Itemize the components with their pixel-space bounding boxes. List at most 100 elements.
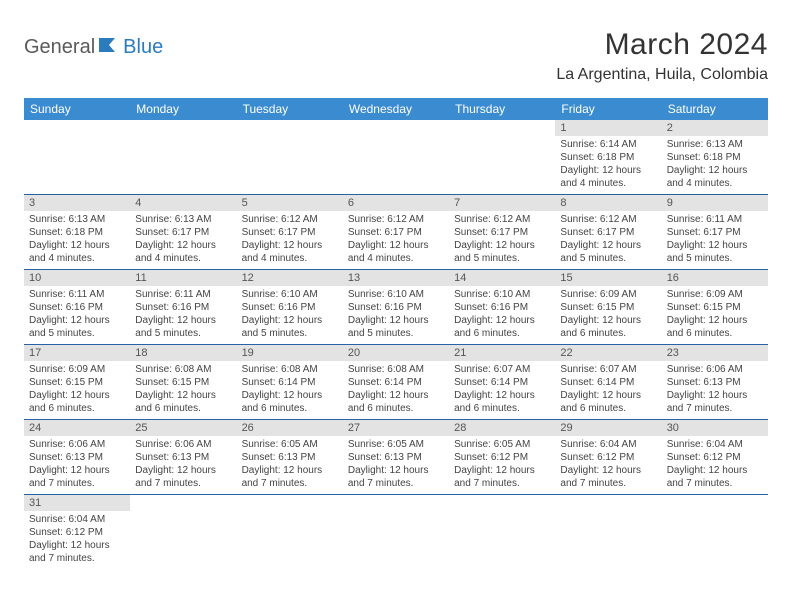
- calendar-cell: 15Sunrise: 6:09 AMSunset: 6:15 PMDayligh…: [555, 270, 661, 345]
- calendar-cell: 14Sunrise: 6:10 AMSunset: 6:16 PMDayligh…: [449, 270, 555, 345]
- day-content: Sunrise: 6:14 AMSunset: 6:18 PMDaylight:…: [555, 136, 661, 194]
- day-content: Sunrise: 6:12 AMSunset: 6:17 PMDaylight:…: [343, 211, 449, 269]
- calendar-cell: 12Sunrise: 6:10 AMSunset: 6:16 PMDayligh…: [237, 270, 343, 345]
- calendar-cell: 11Sunrise: 6:11 AMSunset: 6:16 PMDayligh…: [130, 270, 236, 345]
- sunrise-text: Sunrise: 6:04 AM: [560, 438, 656, 451]
- day-header: Monday: [130, 98, 236, 120]
- sunrise-text: Sunrise: 6:12 AM: [560, 213, 656, 226]
- daylight-text: Daylight: 12 hours and 7 minutes.: [454, 464, 550, 490]
- calendar-body: 1Sunrise: 6:14 AMSunset: 6:18 PMDaylight…: [24, 120, 768, 569]
- day-number: 21: [449, 345, 555, 361]
- day-content: Sunrise: 6:05 AMSunset: 6:13 PMDaylight:…: [343, 436, 449, 494]
- flag-icon: [99, 36, 121, 59]
- calendar-cell: 10Sunrise: 6:11 AMSunset: 6:16 PMDayligh…: [24, 270, 130, 345]
- daylight-text: Daylight: 12 hours and 6 minutes.: [560, 314, 656, 340]
- sunset-text: Sunset: 6:17 PM: [348, 226, 444, 239]
- header: General Blue March 2024 La Argentina, Hu…: [24, 28, 768, 84]
- sunset-text: Sunset: 6:13 PM: [667, 376, 763, 389]
- day-number: 24: [24, 420, 130, 436]
- logo: General Blue: [24, 36, 163, 59]
- day-content: Sunrise: 6:09 AMSunset: 6:15 PMDaylight:…: [662, 286, 768, 344]
- day-content: Sunrise: 6:13 AMSunset: 6:18 PMDaylight:…: [662, 136, 768, 194]
- sunset-text: Sunset: 6:16 PM: [242, 301, 338, 314]
- daylight-text: Daylight: 12 hours and 7 minutes.: [667, 464, 763, 490]
- day-header: Thursday: [449, 98, 555, 120]
- calendar-cell: [449, 120, 555, 195]
- day-content: Sunrise: 6:09 AMSunset: 6:15 PMDaylight:…: [555, 286, 661, 344]
- daylight-text: Daylight: 12 hours and 5 minutes.: [454, 239, 550, 265]
- sunset-text: Sunset: 6:13 PM: [29, 451, 125, 464]
- day-content: Sunrise: 6:06 AMSunset: 6:13 PMDaylight:…: [24, 436, 130, 494]
- sunset-text: Sunset: 6:14 PM: [242, 376, 338, 389]
- day-content: Sunrise: 6:06 AMSunset: 6:13 PMDaylight:…: [130, 436, 236, 494]
- logo-text-general: General: [24, 36, 95, 59]
- day-content: Sunrise: 6:10 AMSunset: 6:16 PMDaylight:…: [343, 286, 449, 344]
- calendar-cell: [130, 120, 236, 195]
- day-content: Sunrise: 6:11 AMSunset: 6:17 PMDaylight:…: [662, 211, 768, 269]
- sunrise-text: Sunrise: 6:14 AM: [560, 138, 656, 151]
- day-number: 30: [662, 420, 768, 436]
- day-content: Sunrise: 6:11 AMSunset: 6:16 PMDaylight:…: [130, 286, 236, 344]
- sunset-text: Sunset: 6:17 PM: [667, 226, 763, 239]
- sunrise-text: Sunrise: 6:08 AM: [135, 363, 231, 376]
- daylight-text: Daylight: 12 hours and 5 minutes.: [667, 239, 763, 265]
- calendar-cell: 24Sunrise: 6:06 AMSunset: 6:13 PMDayligh…: [24, 420, 130, 495]
- day-number: 4: [130, 195, 236, 211]
- calendar-cell: [449, 495, 555, 570]
- calendar-cell: [662, 495, 768, 570]
- sunrise-text: Sunrise: 6:09 AM: [560, 288, 656, 301]
- sunrise-text: Sunrise: 6:11 AM: [135, 288, 231, 301]
- sunset-text: Sunset: 6:17 PM: [242, 226, 338, 239]
- day-number: 8: [555, 195, 661, 211]
- calendar-row: 3Sunrise: 6:13 AMSunset: 6:18 PMDaylight…: [24, 195, 768, 270]
- day-content: Sunrise: 6:09 AMSunset: 6:15 PMDaylight:…: [24, 361, 130, 419]
- day-content: Sunrise: 6:07 AMSunset: 6:14 PMDaylight:…: [449, 361, 555, 419]
- calendar-row: 24Sunrise: 6:06 AMSunset: 6:13 PMDayligh…: [24, 420, 768, 495]
- day-number: 15: [555, 270, 661, 286]
- day-content: Sunrise: 6:06 AMSunset: 6:13 PMDaylight:…: [662, 361, 768, 419]
- daylight-text: Daylight: 12 hours and 7 minutes.: [348, 464, 444, 490]
- calendar-cell: 1Sunrise: 6:14 AMSunset: 6:18 PMDaylight…: [555, 120, 661, 195]
- day-number: 20: [343, 345, 449, 361]
- calendar-cell: [343, 495, 449, 570]
- sunset-text: Sunset: 6:14 PM: [454, 376, 550, 389]
- day-number: 13: [343, 270, 449, 286]
- calendar-cell: [343, 120, 449, 195]
- sunrise-text: Sunrise: 6:13 AM: [667, 138, 763, 151]
- calendar-cell: 21Sunrise: 6:07 AMSunset: 6:14 PMDayligh…: [449, 345, 555, 420]
- sunset-text: Sunset: 6:17 PM: [135, 226, 231, 239]
- day-number: 18: [130, 345, 236, 361]
- sunrise-text: Sunrise: 6:09 AM: [667, 288, 763, 301]
- calendar-cell: [555, 495, 661, 570]
- day-content: Sunrise: 6:08 AMSunset: 6:15 PMDaylight:…: [130, 361, 236, 419]
- day-content: Sunrise: 6:12 AMSunset: 6:17 PMDaylight:…: [237, 211, 343, 269]
- sunrise-text: Sunrise: 6:07 AM: [560, 363, 656, 376]
- day-content: Sunrise: 6:08 AMSunset: 6:14 PMDaylight:…: [343, 361, 449, 419]
- daylight-text: Daylight: 12 hours and 6 minutes.: [454, 314, 550, 340]
- daylight-text: Daylight: 12 hours and 5 minutes.: [29, 314, 125, 340]
- calendar-row: 10Sunrise: 6:11 AMSunset: 6:16 PMDayligh…: [24, 270, 768, 345]
- sunset-text: Sunset: 6:17 PM: [560, 226, 656, 239]
- calendar-cell: 9Sunrise: 6:11 AMSunset: 6:17 PMDaylight…: [662, 195, 768, 270]
- page-title: March 2024: [556, 28, 768, 62]
- daylight-text: Daylight: 12 hours and 4 minutes.: [135, 239, 231, 265]
- calendar-cell: 27Sunrise: 6:05 AMSunset: 6:13 PMDayligh…: [343, 420, 449, 495]
- daylight-text: Daylight: 12 hours and 4 minutes.: [242, 239, 338, 265]
- daylight-text: Daylight: 12 hours and 7 minutes.: [29, 539, 125, 565]
- day-number: 1: [555, 120, 661, 136]
- daylight-text: Daylight: 12 hours and 5 minutes.: [560, 239, 656, 265]
- calendar-cell: 8 Sunrise: 6:12 AMSunset: 6:17 PMDaylight…: [555, 195, 661, 270]
- sunrise-text: Sunrise: 6:12 AM: [348, 213, 444, 226]
- sunset-text: Sunset: 6:13 PM: [135, 451, 231, 464]
- calendar-cell: 18Sunrise: 6:08 AMSunset: 6:15 PMDayligh…: [130, 345, 236, 420]
- day-number: 16: [662, 270, 768, 286]
- sunrise-text: Sunrise: 6:10 AM: [348, 288, 444, 301]
- day-number: 9: [662, 195, 768, 211]
- daylight-text: Daylight: 12 hours and 7 minutes.: [29, 464, 125, 490]
- day-content: Sunrise: 6:05 AMSunset: 6:12 PMDaylight:…: [449, 436, 555, 494]
- day-content: Sunrise: 6:10 AMSunset: 6:16 PMDaylight:…: [237, 286, 343, 344]
- day-number: 6: [343, 195, 449, 211]
- calendar-row: 1Sunrise: 6:14 AMSunset: 6:18 PMDaylight…: [24, 120, 768, 195]
- sunset-text: Sunset: 6:12 PM: [667, 451, 763, 464]
- day-content: Sunrise: 6:08 AMSunset: 6:14 PMDaylight:…: [237, 361, 343, 419]
